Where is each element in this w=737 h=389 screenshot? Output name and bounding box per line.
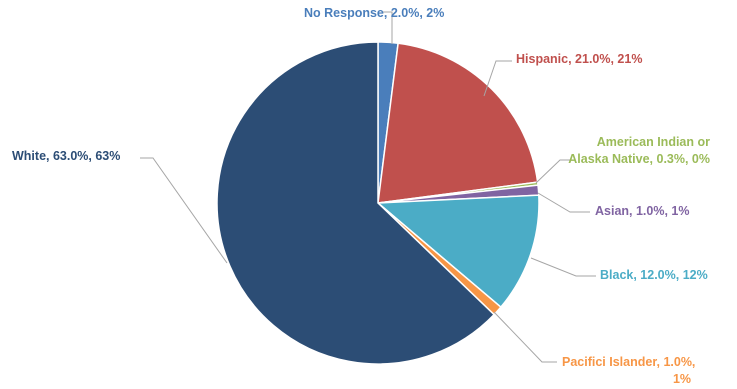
data-label-line: 1% bbox=[673, 372, 691, 386]
data-label: No Response, 2.0%, 2% bbox=[304, 6, 444, 20]
data-label-line: Asian, 1.0%, 1% bbox=[595, 204, 690, 218]
leader-line bbox=[494, 312, 557, 362]
data-label: American Indian or Alaska Native, 0.3%, 0… bbox=[568, 135, 710, 166]
data-label-line: Alaska Native, 0.3%, 0% bbox=[568, 152, 710, 166]
data-label-line: No Response, 2.0%, 2% bbox=[304, 6, 444, 20]
data-label-line: Pacifici Islander, 1.0%, bbox=[562, 355, 695, 369]
data-label: Black, 12.0%, 12% bbox=[600, 268, 708, 282]
data-label: Hispanic, 21.0%, 21% bbox=[516, 52, 642, 66]
leader-line bbox=[140, 158, 227, 263]
leader-line bbox=[538, 193, 590, 212]
data-label-line: Hispanic, 21.0%, 21% bbox=[516, 52, 642, 66]
pie-slice-hispanic bbox=[378, 43, 538, 203]
data-label: Pacifici Islander, 1.0%, 1% bbox=[562, 355, 695, 386]
data-label-line: White, 63.0%, 63% bbox=[12, 149, 120, 163]
leader-line bbox=[531, 258, 596, 276]
data-label: White, 63.0%, 63% bbox=[12, 149, 120, 163]
pie-slices bbox=[217, 42, 539, 364]
data-label-line: American Indian or bbox=[597, 135, 710, 149]
data-label: Asian, 1.0%, 1% bbox=[595, 204, 690, 218]
data-label-line: Black, 12.0%, 12% bbox=[600, 268, 708, 282]
